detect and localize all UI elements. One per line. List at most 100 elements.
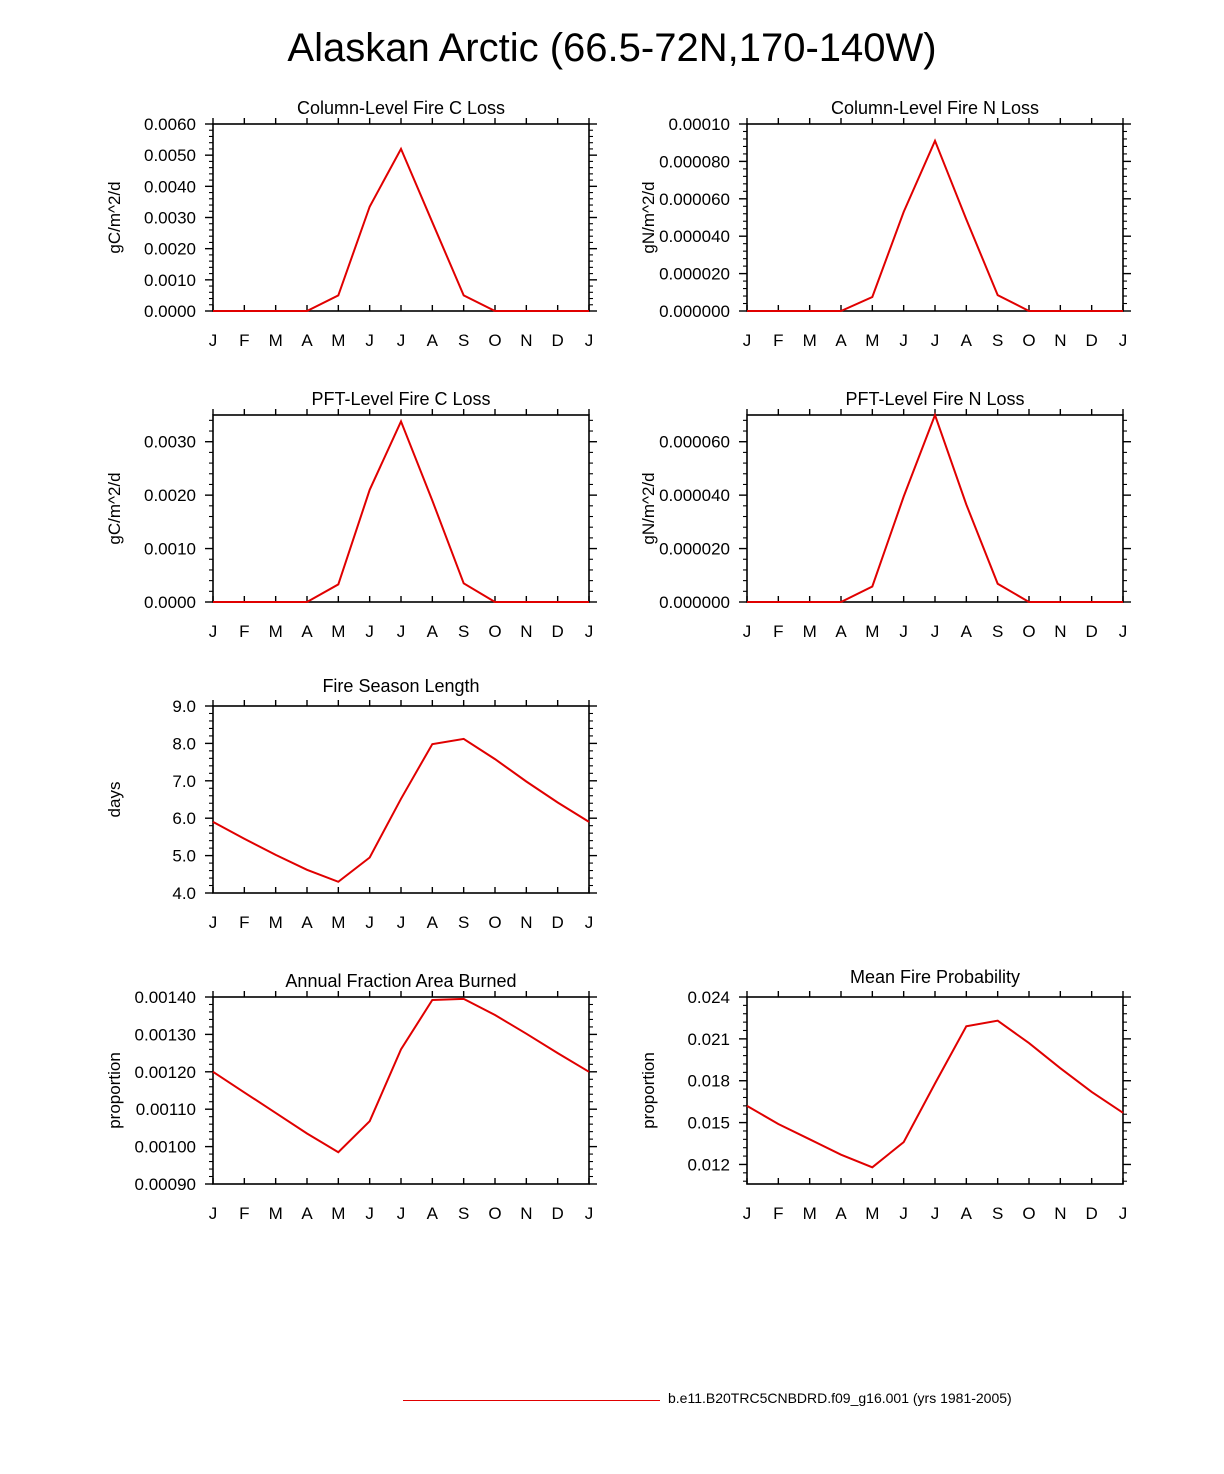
chart-3-x-tick-label: S: [458, 622, 469, 641]
chart-1-y-tick-label: 0.0020: [144, 240, 196, 259]
chart-4-x-tick-label: J: [899, 622, 908, 641]
chart-1-x-tick-label: J: [365, 331, 374, 350]
chart-6-plot-frame: [212, 996, 590, 1185]
chart-4-y-tick-label: 0.000020: [659, 540, 730, 559]
chart-4-y-axis-label: gN/m^2/d: [639, 472, 658, 544]
chart-4-x-tick-label: J: [1119, 622, 1128, 641]
chart-1-x-tick-label: D: [552, 331, 564, 350]
chart-6-title: Annual Fraction Area Burned: [285, 971, 516, 991]
chart-3-x-tick-label: A: [427, 622, 439, 641]
chart-1-y-axis-label: gC/m^2/d: [105, 181, 124, 253]
chart-4-x-tick-label: M: [865, 622, 879, 641]
chart-3-plot-frame: [212, 414, 590, 603]
chart-7-y-tick-label: 0.024: [687, 988, 730, 1007]
chart-7-x-tick-label: A: [961, 1204, 973, 1223]
chart-4-x-tick-label: J: [931, 622, 940, 641]
chart-6-x-tick-label: A: [427, 1204, 439, 1223]
chart-1-x-tick-label: S: [458, 331, 469, 350]
chart-5-x-tick-label: J: [585, 913, 594, 932]
chart-3-x-tick-label: D: [552, 622, 564, 641]
chart-1-x-tick-label: J: [585, 331, 594, 350]
chart-7-x-tick-label: D: [1086, 1204, 1098, 1223]
chart-6-x-tick-label: O: [488, 1204, 501, 1223]
chart-1-y-tick-label: 0.0050: [144, 146, 196, 165]
chart-3-y-tick-label: 0.0010: [144, 540, 196, 559]
chart-7-plot-frame: [746, 996, 1124, 1185]
chart-2-y-tick-label: 0.00010: [669, 115, 730, 134]
chart-7-x-tick-label: O: [1022, 1204, 1035, 1223]
chart-3-y-tick-label: 0.0000: [144, 593, 196, 612]
chart-2-y-axis-label: gN/m^2/d: [639, 181, 658, 253]
chart-5-x-tick-label: N: [520, 913, 532, 932]
chart-6-x-tick-label: F: [239, 1204, 249, 1223]
chart-2-x-tick-label: A: [835, 331, 847, 350]
chart-5-title: Fire Season Length: [322, 676, 479, 696]
chart-4-series-line: [747, 412, 1123, 603]
chart-2-x-tick-label: J: [931, 331, 940, 350]
chart-6-x-tick-label: M: [269, 1204, 283, 1223]
chart-5-x-tick-label: J: [365, 913, 374, 932]
chart-6-x-tick-label: J: [397, 1204, 406, 1223]
chart-5-x-tick-label: A: [427, 913, 439, 932]
chart-2-x-tick-label: J: [899, 331, 908, 350]
chart-6-y-tick-label: 0.00120: [135, 1063, 196, 1082]
chart-1-x-tick-label: M: [269, 331, 283, 350]
chart-2-x-tick-label: D: [1086, 331, 1098, 350]
chart-4-plot-frame: [746, 414, 1124, 603]
chart-7-x-tick-label: F: [773, 1204, 783, 1223]
chart-1-y-tick-label: 0.0030: [144, 209, 196, 228]
chart-2-x-tick-label: J: [743, 331, 752, 350]
chart-1-x-tick-label: A: [427, 331, 439, 350]
chart-4-y-tick-label: 0.000040: [659, 486, 730, 505]
chart-1-x-tick-label: O: [488, 331, 501, 350]
chart-6-x-tick-label: N: [520, 1204, 532, 1223]
chart-2-x-tick-label: A: [961, 331, 973, 350]
chart-6-x-tick-label: M: [331, 1204, 345, 1223]
chart-5-x-tick-label: S: [458, 913, 469, 932]
chart-6-y-axis-label: proportion: [105, 1052, 124, 1129]
chart-5-x-tick-label: J: [397, 913, 406, 932]
chart-1-x-tick-label: M: [331, 331, 345, 350]
chart-2-y-tick-label: 0.000000: [659, 302, 730, 321]
chart-1-x-tick-label: J: [397, 331, 406, 350]
chart-6-y-tick-label: 0.00100: [135, 1138, 196, 1157]
chart-7-y-tick-label: 0.015: [687, 1114, 730, 1133]
chart-5-y-tick-label: 8.0: [172, 734, 196, 753]
chart-6-x-tick-label: S: [458, 1204, 469, 1223]
chart-1-y-tick-label: 0.0010: [144, 271, 196, 290]
chart-3-y-tick-label: 0.0020: [144, 486, 196, 505]
chart-3-x-tick-label: F: [239, 622, 249, 641]
chart-5-x-tick-label: J: [209, 913, 218, 932]
chart-6-x-tick-label: J: [365, 1204, 374, 1223]
chart-4-y-tick-label: 0.000060: [659, 433, 730, 452]
chart-7-series-line: [746, 1019, 1124, 1169]
chart-2-x-tick-label: S: [992, 331, 1003, 350]
figure-title: Alaskan Arctic (66.5-72N,170-140W): [287, 26, 937, 70]
chart-6-y-tick-label: 0.00090: [135, 1175, 196, 1194]
legend-line: [403, 1400, 660, 1401]
chart-2-x-tick-label: N: [1054, 331, 1066, 350]
chart-6-x-tick-label: J: [209, 1204, 218, 1223]
chart-6-y-tick-label: 0.00140: [135, 988, 196, 1007]
chart-4-x-tick-label: S: [992, 622, 1003, 641]
chart-5-x-tick-label: M: [269, 913, 283, 932]
chart-7-x-tick-label: J: [743, 1204, 752, 1223]
chart-1-x-tick-label: J: [209, 331, 218, 350]
chart-3-x-tick-label: O: [488, 622, 501, 641]
chart-5-y-tick-label: 6.0: [172, 809, 196, 828]
chart-5-y-axis-label: days: [105, 782, 124, 818]
chart-5-y-tick-label: 4.0: [172, 884, 196, 903]
chart-7-title: Mean Fire Probability: [850, 967, 1020, 987]
chart-7-x-tick-label: A: [835, 1204, 847, 1223]
chart-3-x-tick-label: A: [301, 622, 313, 641]
chart-4-title: PFT-Level Fire N Loss: [845, 389, 1024, 409]
chart-4-x-tick-label: J: [743, 622, 752, 641]
chart-6-x-tick-label: J: [585, 1204, 594, 1223]
chart-5-y-tick-label: 5.0: [172, 847, 196, 866]
chart-4-x-tick-label: O: [1022, 622, 1035, 641]
chart-5-x-tick-label: A: [301, 913, 313, 932]
chart-2-series-line: [747, 138, 1123, 312]
chart-4-x-tick-label: F: [773, 622, 783, 641]
chart-2-x-tick-label: M: [803, 331, 817, 350]
